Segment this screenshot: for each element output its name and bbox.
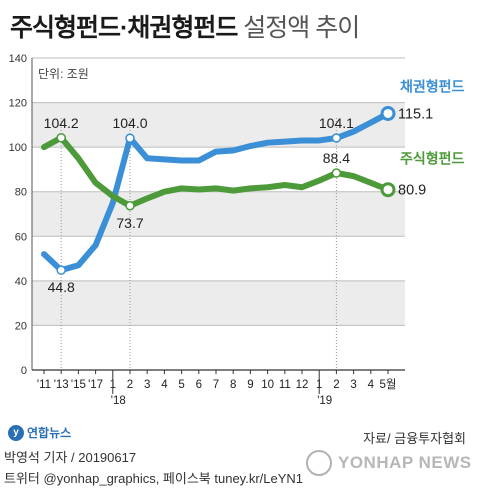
point-value-label: 73.7 <box>116 215 143 231</box>
point-marker <box>56 133 66 143</box>
source-note: 자료/ 금융투자협회 <box>363 431 466 446</box>
year-label: '18 <box>111 395 126 407</box>
y-tick-label: 0 <box>21 365 27 377</box>
y-tick-label: 60 <box>15 231 27 243</box>
series-line-stock <box>41 134 391 209</box>
point-marker <box>331 133 342 143</box>
point-marker <box>331 168 342 178</box>
grid-band <box>32 280 405 326</box>
social-line: 트위터 @yonhap_graphics, 페이스북 tuney.kr/LeYN… <box>4 471 304 486</box>
grid-band <box>32 191 405 237</box>
title-sub: 설정액 추이 <box>237 14 360 42</box>
x-tick-label: 2 <box>127 379 133 391</box>
x-tick-label: 4 <box>368 379 375 391</box>
y-tick-label: 40 <box>15 276 27 288</box>
x-tick-label: 6 <box>196 379 202 391</box>
title-main: 주식형펀드·채권형펀드 <box>10 14 238 42</box>
grid-band <box>32 102 405 148</box>
point-marker <box>56 265 66 275</box>
y-tick-label: 120 <box>9 98 27 110</box>
x-tick-label: '11 <box>37 379 51 391</box>
x-tick-label: '13 <box>54 379 69 391</box>
x-tick-label: 5월 <box>380 378 397 391</box>
series-name-label: 채권형펀드 <box>400 78 465 94</box>
x-tick-label: '15 <box>71 379 86 391</box>
x-tick-label: 10 <box>261 379 274 391</box>
end-value-label: 80.9 <box>398 183 426 199</box>
x-tick-label: 2 <box>333 379 339 391</box>
point-value-label: 44.8 <box>48 279 75 295</box>
x-tick-label: 4 <box>161 379 168 391</box>
point-value-label: 104.1 <box>319 115 354 131</box>
point-marker <box>125 201 135 211</box>
end-value-label: 115.1 <box>398 106 433 122</box>
end-marker <box>380 105 396 121</box>
yonhap-watermark: YONHAP NEWS <box>306 450 472 476</box>
y-tick-label: 80 <box>15 187 27 199</box>
point-value-label: 104.2 <box>44 115 79 131</box>
yonhap-logo: y 연합뉴스 <box>8 424 71 441</box>
reporter-line: 박영석 기자 / 20190617 <box>4 450 137 465</box>
point-marker <box>125 133 135 143</box>
x-tick-label: 12 <box>296 379 309 391</box>
y-tick-label: 140 <box>9 53 27 65</box>
x-tick-label: 8 <box>230 379 236 391</box>
chart-title: 주식형펀드·채권형펀드 설정액 추이 <box>10 8 360 44</box>
y-tick-label: 100 <box>9 142 27 154</box>
year-label: '19 <box>317 395 332 407</box>
x-tick-label: 5 <box>178 379 184 391</box>
series-line-bond <box>41 110 391 274</box>
x-tick-label: 3 <box>144 379 150 391</box>
unit-label: 단위: 조원 <box>38 67 89 81</box>
x-tick-label: 7 <box>213 379 219 391</box>
end-marker <box>380 182 396 198</box>
x-tick-label: 11 <box>279 379 291 391</box>
series-name-label: 주식형펀드 <box>400 151 465 167</box>
watermark-text: YONHAP NEWS <box>338 453 472 472</box>
point-value-label: 104.0 <box>112 115 147 131</box>
x-tick-label: '17 <box>88 379 103 391</box>
logo-text: 연합뉴스 <box>27 426 72 440</box>
x-tick-label: 9 <box>247 379 253 391</box>
watermark-icon <box>306 450 332 476</box>
y-tick-label: 20 <box>15 320 27 332</box>
point-value-label: 88.4 <box>323 150 350 166</box>
x-tick-label: 3 <box>350 379 356 391</box>
yonhap-globe-icon: y <box>8 424 24 441</box>
